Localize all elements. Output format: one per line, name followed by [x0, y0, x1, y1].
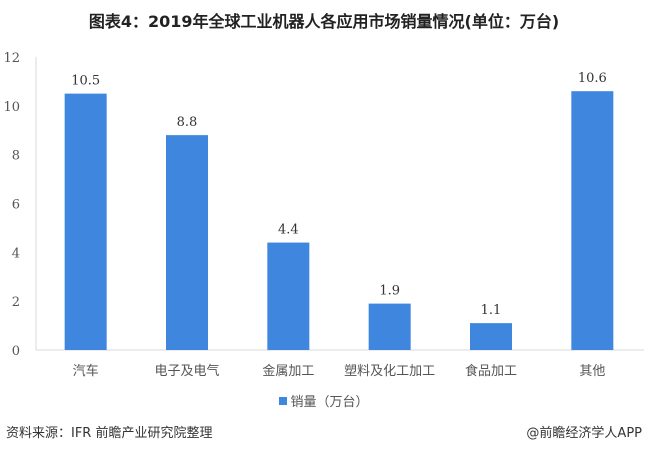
data-label: 1.9 [379, 284, 400, 299]
x-tick-label: 塑料及化工加工 [344, 364, 435, 379]
y-tick-label: 8 [12, 149, 20, 164]
source-note: 资料来源：IFR 前瞻产业研究院整理 [6, 426, 213, 441]
y-tick-label: 6 [12, 198, 20, 213]
credit: @前瞻经济学人APP [526, 426, 642, 441]
bar [267, 242, 310, 350]
x-tick-label: 汽车 [73, 363, 99, 379]
data-label: 4.4 [278, 223, 299, 238]
bar [571, 91, 614, 350]
data-label: 10.5 [71, 74, 100, 89]
y-tick-label: 12 [3, 51, 20, 66]
data-label: 1.1 [481, 303, 502, 318]
legend-label: 销量（万台） [290, 395, 369, 410]
data-label: 8.8 [177, 115, 198, 130]
data-label: 10.6 [578, 71, 607, 86]
bar [64, 93, 107, 350]
x-tick-label: 食品加工 [465, 363, 517, 379]
x-tick-label: 金属加工 [262, 363, 314, 379]
legend: 销量（万台） [0, 391, 648, 410]
y-tick-label: 2 [12, 295, 20, 310]
x-tick-label: 电子及电气 [154, 363, 219, 379]
y-tick-label: 4 [12, 246, 20, 261]
legend-swatch [279, 397, 288, 405]
y-tick-label: 10 [3, 100, 20, 115]
x-tick-label: 其他 [579, 364, 605, 379]
bar [368, 303, 411, 350]
y-tick-label: 0 [12, 344, 20, 359]
chart-title: 图表4：2019年全球工业机器人各应用市场销量情况(单位：万台) [88, 12, 560, 31]
bar [166, 135, 208, 350]
bar [470, 323, 512, 350]
